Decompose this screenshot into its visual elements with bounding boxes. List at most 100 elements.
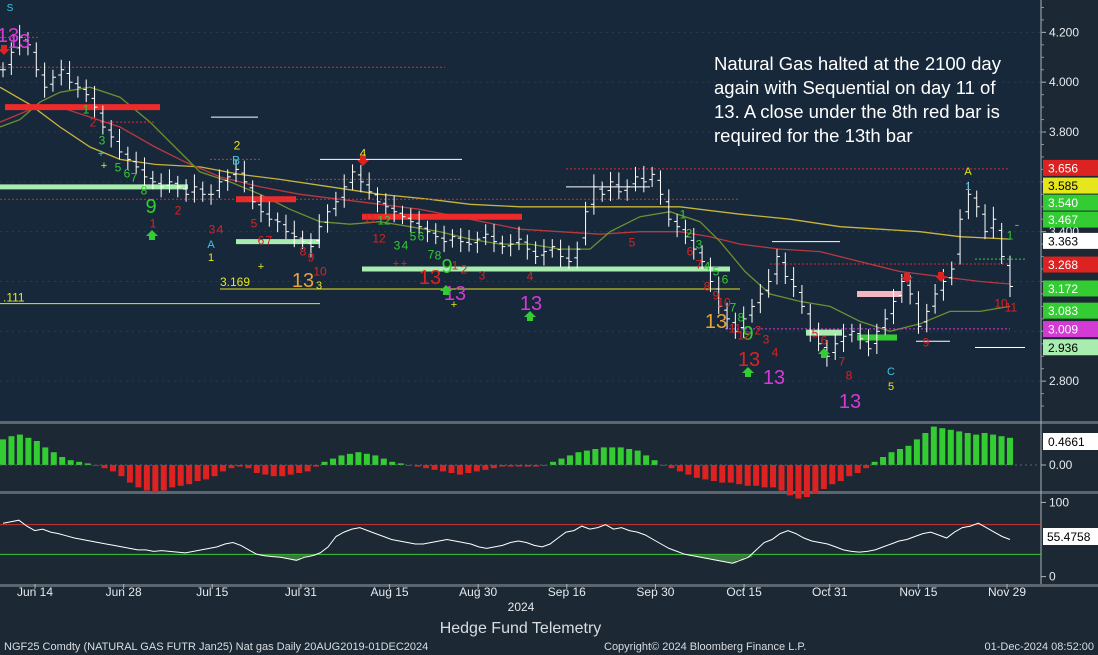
price-bar xyxy=(0,62,6,78)
td-count-label: 5 xyxy=(115,161,122,175)
price-bar xyxy=(857,323,864,350)
price-bar xyxy=(732,312,739,339)
histogram-bar xyxy=(710,465,717,481)
histogram-value-tag xyxy=(1043,433,1098,450)
histogram-bar xyxy=(33,441,40,465)
price-bar xyxy=(49,69,56,92)
histogram-zero-label: 0.00 xyxy=(1049,458,1073,472)
histogram-bar xyxy=(744,465,751,486)
price-bar xyxy=(349,164,356,190)
histogram-bar xyxy=(346,453,353,465)
td-count-label: 5 xyxy=(713,265,720,279)
price-bar xyxy=(299,230,306,250)
price-bar xyxy=(233,159,240,183)
price-bar xyxy=(424,220,431,243)
price-bar xyxy=(699,245,706,270)
price-bar xyxy=(740,306,747,339)
price-bar xyxy=(499,235,506,255)
histogram-bar xyxy=(245,465,252,469)
y-tick-label: 3.800 xyxy=(1049,125,1079,139)
price-bar xyxy=(615,172,622,200)
td-count-label: 6 xyxy=(821,334,828,348)
histogram-bar xyxy=(592,449,599,465)
histogram-bar xyxy=(863,465,870,469)
price-annotation-label: 3.169 xyxy=(220,275,250,289)
histogram-bar xyxy=(702,465,709,480)
histogram-bar xyxy=(871,461,878,465)
histogram-bar xyxy=(363,453,370,465)
footer-security: NGF25 Comdty (NATURAL GAS FUTR Jan25) Na… xyxy=(4,641,429,653)
td-count-label: 2 xyxy=(90,116,97,130)
td-count-label: 8 xyxy=(738,311,745,325)
price-value-tag-label: 3.540 xyxy=(1048,196,1078,210)
histogram-bar xyxy=(812,465,819,494)
histogram-bar xyxy=(566,455,573,465)
td-count-label: 1 xyxy=(208,252,214,264)
histogram-bar xyxy=(626,449,633,465)
histogram-bar xyxy=(50,452,57,465)
histogram-bar xyxy=(956,431,963,465)
price-bar xyxy=(307,233,314,258)
price-bar xyxy=(108,120,115,148)
histogram-bar xyxy=(304,465,311,472)
price-bar xyxy=(341,174,348,208)
price-value-tag xyxy=(1043,177,1098,194)
price-bar xyxy=(324,204,331,233)
price-bar xyxy=(183,179,190,202)
chart-annotation-text: Natural Gas halted at the 2100 day again… xyxy=(714,53,1001,146)
series-line-long-ma xyxy=(0,86,1011,240)
histogram-bar xyxy=(279,465,286,477)
td-count-label: 7 xyxy=(839,355,846,369)
price-bar xyxy=(515,226,522,251)
td-count-label: A xyxy=(207,239,215,251)
price-bar xyxy=(266,201,273,227)
histogram-bar xyxy=(575,452,582,465)
histogram-bar xyxy=(380,458,387,465)
td-count-label: 3 xyxy=(99,134,106,148)
price-bar xyxy=(898,274,905,303)
td-count-label: + xyxy=(451,299,457,311)
price-bar xyxy=(199,181,206,202)
histogram-bar xyxy=(660,465,667,466)
histogram-bar xyxy=(880,457,887,465)
histogram-bar xyxy=(397,463,404,465)
price-value-tag xyxy=(1043,302,1098,319)
x-tick-label: Oct 15 xyxy=(726,585,762,599)
td-count-label: 5 xyxy=(629,236,636,250)
histogram-bar xyxy=(533,465,540,467)
price-bar xyxy=(8,42,15,75)
price-bar xyxy=(715,276,722,314)
td-count-label: 11 xyxy=(1005,301,1018,315)
price-value-tag xyxy=(1043,280,1098,297)
price-bar xyxy=(724,302,731,330)
td-count-label: 2 xyxy=(461,263,468,277)
histogram-value-tag-label: 0.4661 xyxy=(1048,435,1085,449)
x-tick-label: Jun 28 xyxy=(106,585,142,599)
price-bar xyxy=(149,170,156,190)
histogram-bar xyxy=(414,465,421,467)
price-bar xyxy=(532,241,539,265)
histogram-bar xyxy=(355,452,362,465)
price-bar xyxy=(873,323,880,354)
price-bar xyxy=(549,239,556,258)
histogram-bar xyxy=(930,426,937,465)
x-tick-label: Jul 15 xyxy=(196,585,228,599)
histogram-bar xyxy=(160,465,167,491)
price-bar xyxy=(158,173,165,198)
td-count-label: 9 xyxy=(742,323,753,345)
price-bar xyxy=(249,180,256,210)
histogram-bar xyxy=(609,447,616,465)
price-bar xyxy=(665,189,672,227)
histogram-bar xyxy=(981,433,988,465)
histogram-bar xyxy=(761,465,768,488)
histogram-bar xyxy=(177,465,184,486)
price-bar xyxy=(765,269,772,298)
td-count-label: 6 xyxy=(124,167,131,181)
oscillator-oversold-fill xyxy=(260,554,753,564)
histogram-bar xyxy=(820,465,827,489)
td-count-label: S xyxy=(7,3,14,14)
td-count-label: 4 xyxy=(772,346,779,360)
price-bar xyxy=(83,79,90,103)
signal-arrow-down xyxy=(0,45,10,55)
price-bar xyxy=(374,187,381,213)
